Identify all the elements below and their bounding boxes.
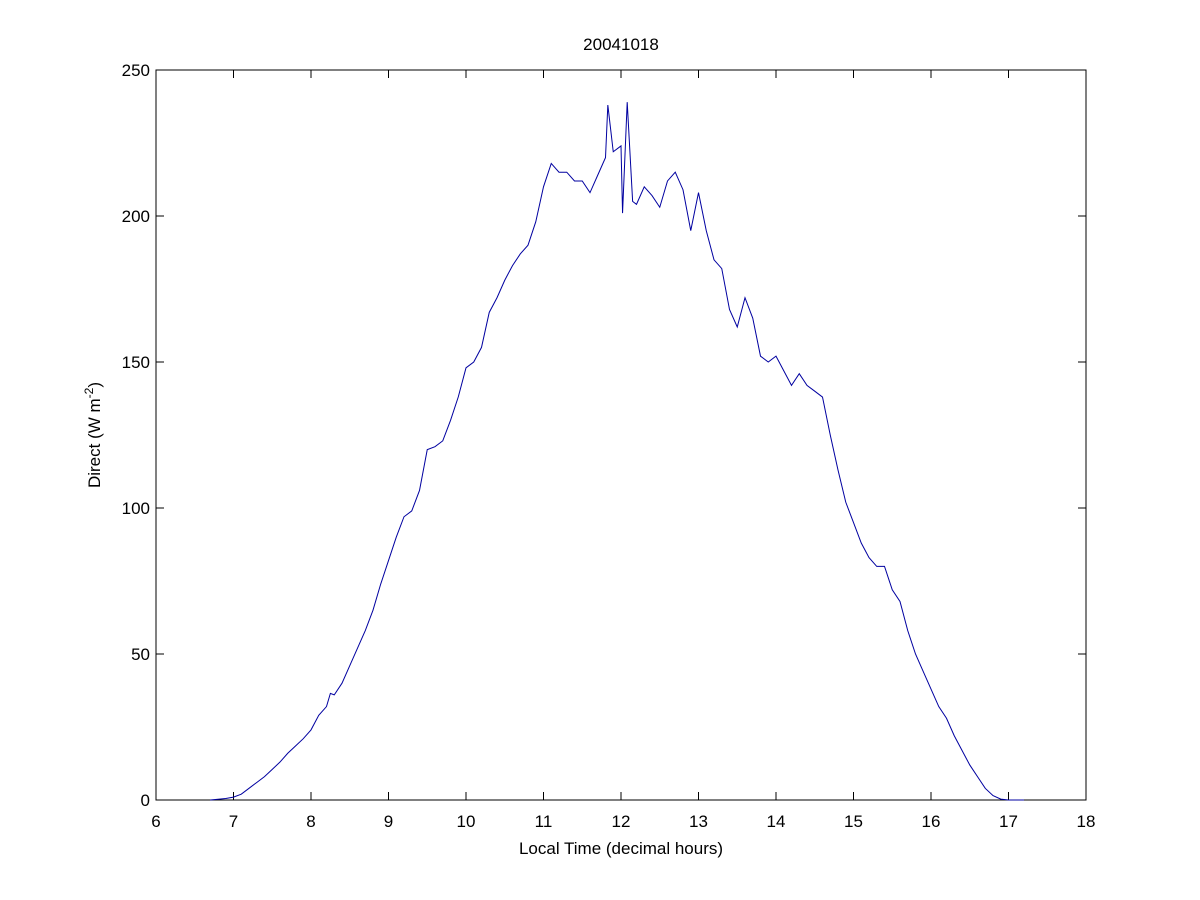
y-tick-label: 50 [131, 645, 150, 664]
x-tick-label: 8 [306, 812, 315, 831]
x-tick-label: 17 [999, 812, 1018, 831]
y-tick-label: 200 [122, 207, 150, 226]
y-label-superscript: -2 [82, 387, 96, 398]
x-tick-label: 9 [384, 812, 393, 831]
data-line [210, 102, 1024, 801]
y-tick-label: 250 [122, 61, 150, 80]
x-tick-label: 10 [457, 812, 476, 831]
y-tick-label: 0 [141, 791, 150, 810]
x-tick-label: 14 [767, 812, 786, 831]
x-tick-label: 11 [535, 812, 553, 831]
y-tick-label: 150 [122, 353, 150, 372]
y-axis-label: Direct (W m-2) [82, 382, 104, 488]
plot-area [155, 69, 1087, 801]
x-tick-label: 13 [689, 812, 708, 831]
x-tick-label: 16 [922, 812, 941, 831]
y-label-text: Direct (W m [85, 398, 104, 488]
x-tick-label: 15 [844, 812, 863, 831]
x-axis-label: Local Time (decimal hours) [519, 839, 723, 858]
y-label-suffix: ) [85, 382, 104, 388]
x-tick-label: 18 [1077, 812, 1096, 831]
x-tick-label: 12 [612, 812, 631, 831]
x-tick-label: 7 [229, 812, 238, 831]
chart-title: 20041018 [583, 35, 659, 54]
x-tick-label: 6 [151, 812, 160, 831]
y-tick-label: 100 [122, 499, 150, 518]
